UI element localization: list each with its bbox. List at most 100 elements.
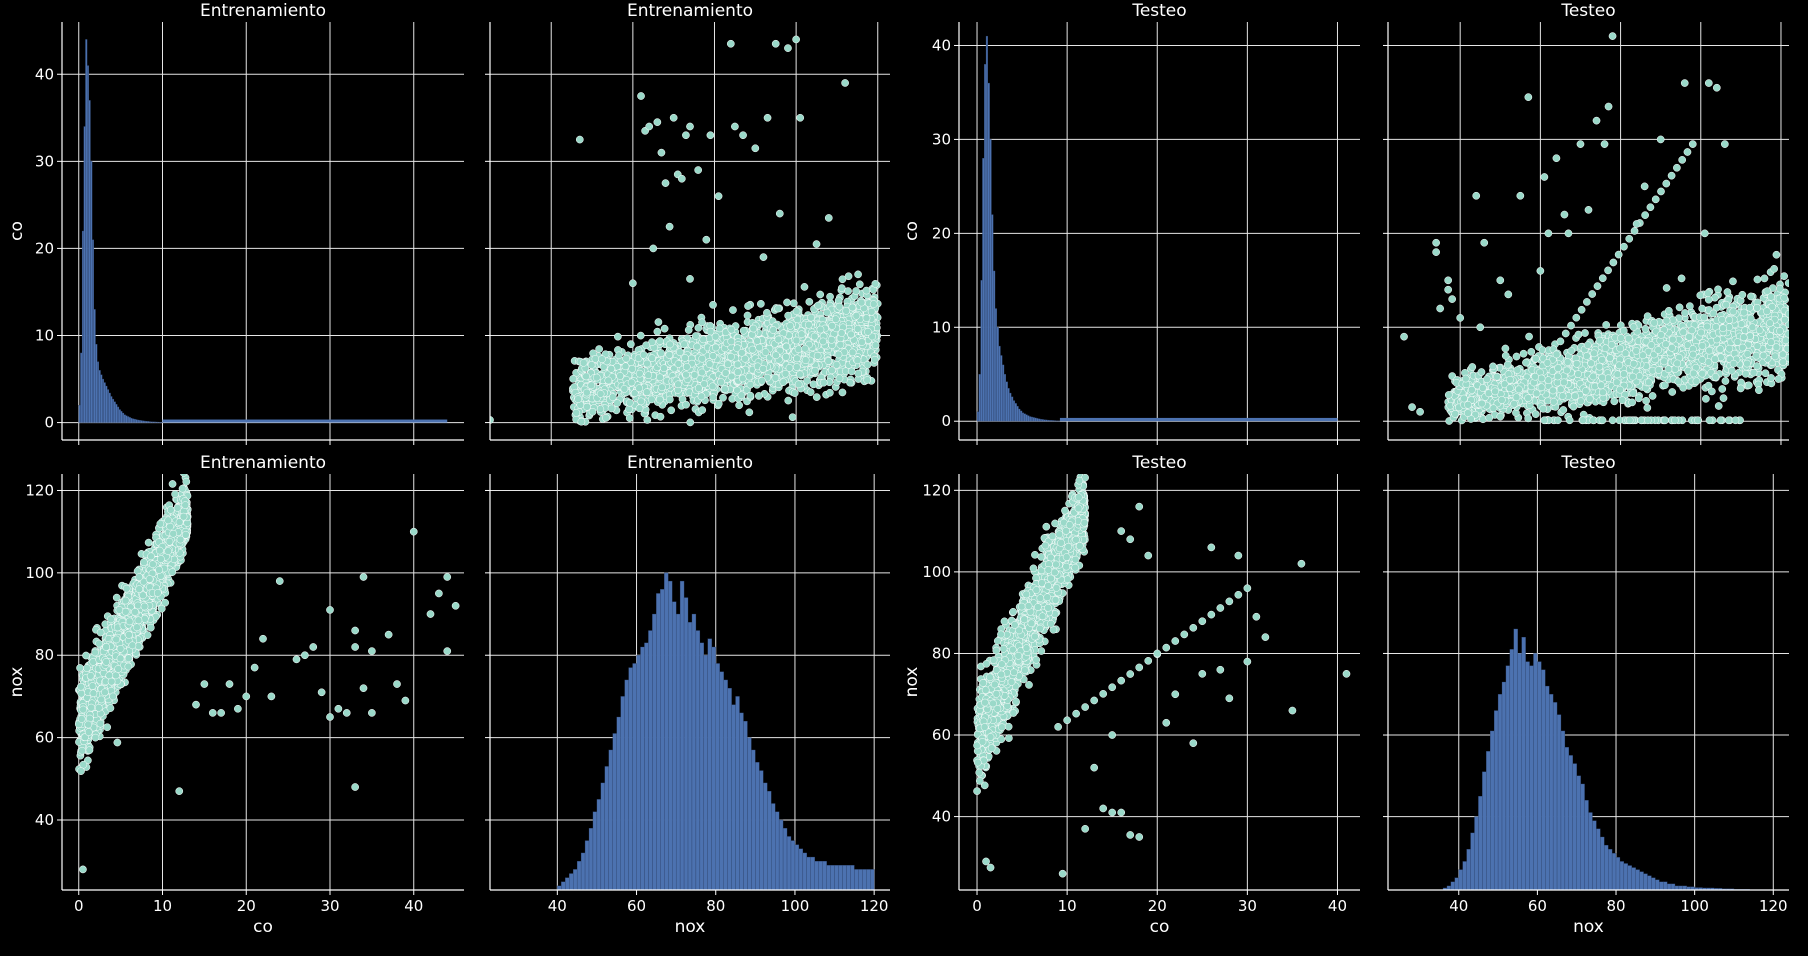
scatter-point bbox=[682, 363, 691, 371]
scatter-point bbox=[862, 314, 871, 322]
scatter-point bbox=[1643, 404, 1652, 412]
scatter-point bbox=[1738, 343, 1747, 352]
scatter-point bbox=[698, 318, 706, 327]
scatter-point bbox=[792, 307, 801, 316]
scatter-point bbox=[824, 214, 833, 222]
hist-bar bbox=[980, 280, 983, 422]
scatter-point bbox=[847, 330, 855, 339]
scatter-point bbox=[1737, 320, 1746, 328]
scatter-point bbox=[870, 355, 879, 364]
hist-bar bbox=[1009, 392, 1012, 422]
scatter-point bbox=[1497, 396, 1506, 404]
scatter-point bbox=[1755, 386, 1763, 395]
scatter-point bbox=[748, 345, 757, 354]
scatter-point bbox=[644, 371, 653, 380]
hist-bar bbox=[996, 327, 999, 422]
scatter-point bbox=[852, 287, 860, 295]
scatter-point bbox=[1527, 347, 1536, 356]
scatter-point bbox=[592, 373, 601, 382]
scatter-point bbox=[1572, 359, 1581, 368]
scatter-point bbox=[1746, 314, 1755, 323]
scatter-point bbox=[686, 418, 695, 427]
hist-bar bbox=[127, 416, 130, 423]
scatter-point bbox=[657, 349, 665, 357]
scatter-point bbox=[731, 122, 739, 131]
scatter-point bbox=[1683, 341, 1692, 349]
hist-bar bbox=[976, 411, 979, 422]
hist-bar bbox=[132, 418, 135, 423]
scatter-point bbox=[1718, 315, 1727, 324]
scatter-point bbox=[709, 352, 718, 360]
scatter-point bbox=[783, 298, 791, 307]
hist-bar bbox=[1056, 420, 1059, 422]
scatter-point bbox=[1590, 349, 1598, 358]
hist-bar bbox=[110, 396, 113, 423]
hist-bar bbox=[113, 401, 116, 423]
scatter-point bbox=[1602, 321, 1611, 329]
scatter-point bbox=[796, 370, 804, 379]
hist-bar bbox=[985, 35, 988, 422]
scatter-point bbox=[699, 335, 708, 344]
scatter-point bbox=[1780, 315, 1789, 324]
scatter-point bbox=[698, 406, 707, 414]
scatter-point bbox=[1641, 324, 1650, 333]
hist-bar bbox=[1007, 388, 1010, 422]
scatter-point bbox=[1618, 396, 1627, 405]
scatter-point bbox=[682, 400, 690, 409]
scatter-point bbox=[816, 325, 825, 334]
scatter-point bbox=[708, 382, 717, 391]
hist-bar bbox=[157, 421, 160, 423]
hist-bar bbox=[100, 374, 103, 423]
scatter-point bbox=[828, 322, 836, 330]
scatter-point bbox=[761, 348, 770, 356]
scatter-point bbox=[724, 360, 732, 369]
scatter-point bbox=[1556, 385, 1565, 394]
scatter-point bbox=[649, 244, 658, 253]
scatter-point bbox=[727, 372, 736, 381]
scatter-point bbox=[774, 304, 782, 313]
scatter-point bbox=[490, 416, 494, 424]
scatter-point bbox=[596, 390, 605, 398]
hist-bar bbox=[108, 392, 111, 423]
scatter-point bbox=[587, 361, 596, 369]
scatter-point bbox=[796, 113, 805, 122]
scatter-point bbox=[579, 358, 588, 367]
scatter-point bbox=[826, 388, 834, 397]
hist-bar bbox=[1034, 417, 1037, 422]
scatter-point bbox=[1598, 355, 1606, 364]
panel-title: Entrenamiento bbox=[627, 1, 753, 21]
scatter-point bbox=[694, 384, 703, 392]
scatter-point bbox=[1768, 303, 1776, 311]
scatter-point bbox=[602, 414, 610, 422]
hist-bar bbox=[115, 404, 118, 423]
scatter-point bbox=[1643, 312, 1652, 321]
scatter-point bbox=[595, 345, 603, 353]
scatter-point bbox=[694, 324, 703, 332]
hist-tail bbox=[162, 419, 448, 423]
scatter-point bbox=[587, 381, 596, 390]
scatter-point bbox=[733, 344, 742, 353]
scatter-point bbox=[771, 39, 780, 48]
scatter-point bbox=[1761, 369, 1770, 378]
scatter-point bbox=[790, 389, 799, 397]
scatter-point bbox=[608, 393, 617, 401]
scatter-point bbox=[1774, 375, 1783, 383]
scatter-point bbox=[1772, 250, 1781, 259]
scatter-point bbox=[792, 363, 801, 371]
scatter-point bbox=[1585, 395, 1594, 403]
scatter-point bbox=[792, 336, 801, 345]
scatter-point bbox=[823, 308, 831, 317]
scatter-point bbox=[1478, 399, 1486, 408]
scatter-point bbox=[714, 192, 723, 201]
scatter-point bbox=[745, 372, 754, 381]
scatter-point bbox=[1444, 391, 1453, 399]
scatter-point bbox=[1524, 414, 1533, 423]
scatter-point bbox=[1703, 322, 1711, 331]
scatter-point bbox=[827, 366, 836, 375]
scatter-point bbox=[636, 331, 645, 340]
panel-title: Entrenamiento bbox=[200, 1, 326, 21]
scatter-point bbox=[853, 325, 862, 333]
scatter-point bbox=[1696, 291, 1705, 300]
hist-bar bbox=[1052, 420, 1055, 422]
scatter-point bbox=[690, 371, 699, 379]
